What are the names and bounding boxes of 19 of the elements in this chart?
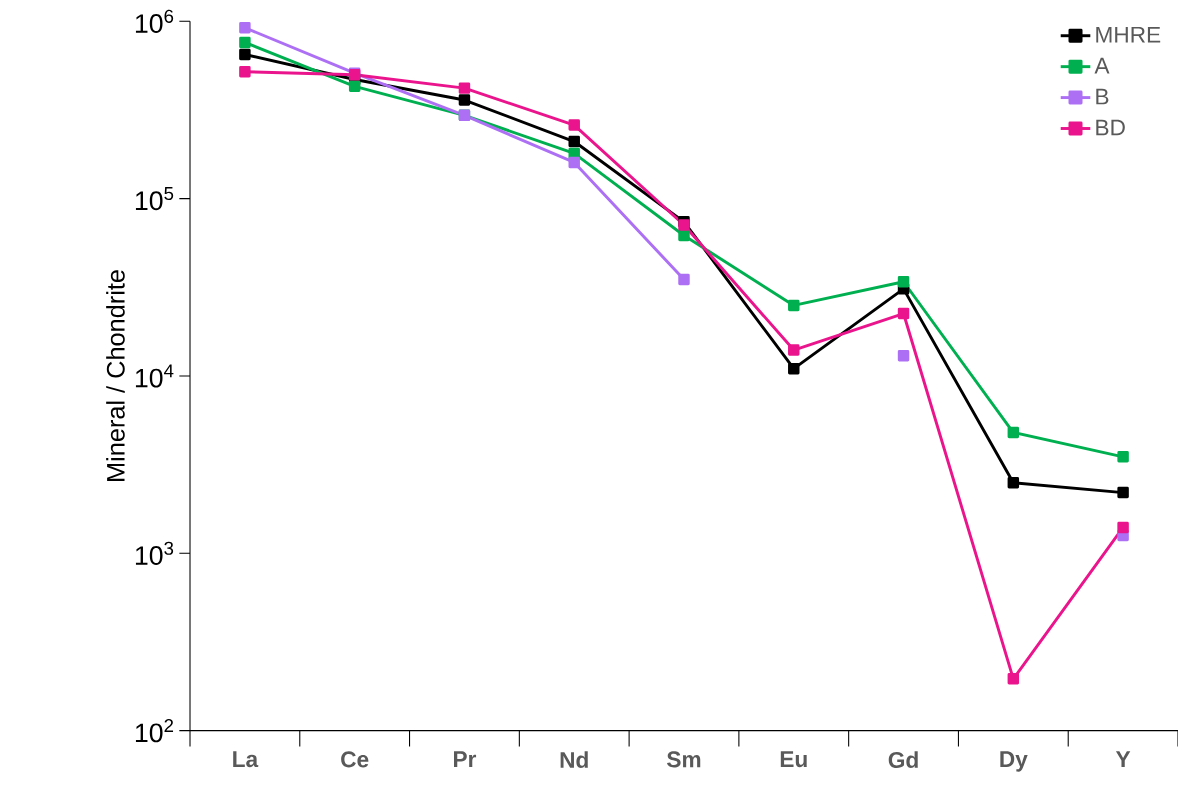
legend-label: MHRE (1096, 26, 1161, 43)
x-tick-label: Y (1115, 751, 1131, 767)
y-tick-label: 10$^{3}$ (135, 541, 174, 565)
y-tick-label: 10$^{5}$ (135, 187, 174, 211)
x-tick-label: Pr (454, 751, 477, 767)
legend-label: B (1096, 88, 1109, 105)
y-axis-title: Mineral / Chondrite (106, 270, 125, 481)
y-tick-label: 10$^{6}$ (135, 9, 174, 33)
x-tick-label: Sm (667, 751, 701, 768)
x-tick-label: Eu (780, 751, 807, 768)
x-tick-label: Dy (1000, 751, 1028, 772)
legend-label: BD (1096, 119, 1125, 136)
x-tick-label: La (233, 751, 259, 768)
y-tick-label: 10$^{2}$ (135, 718, 174, 743)
legend-label: A (1094, 57, 1110, 74)
x-tick-label: Ce (341, 751, 369, 768)
x-tick-label: Nd (560, 751, 588, 768)
x-tick-label: Gd (888, 751, 918, 768)
y-tick-label: 10$^{4}$ (135, 364, 174, 388)
